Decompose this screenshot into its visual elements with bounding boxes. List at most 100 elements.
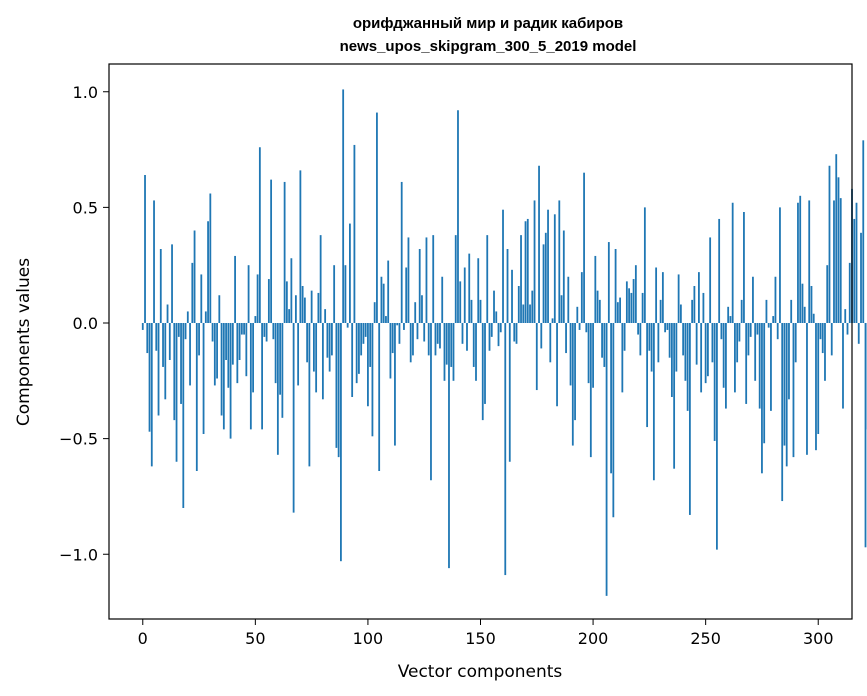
- bar: [207, 221, 209, 323]
- bar: [625, 281, 628, 324]
- bar: [452, 323, 455, 381]
- bar: [765, 299, 768, 324]
- bar: [454, 235, 457, 324]
- bar: [553, 214, 556, 323]
- y-tick-label: −0.5: [59, 430, 98, 449]
- bar: [407, 237, 410, 323]
- bar: [612, 323, 615, 518]
- bar: [157, 323, 160, 416]
- bar: [772, 316, 775, 323]
- bar: [394, 323, 396, 446]
- bar: [738, 323, 741, 342]
- bar: [583, 172, 585, 323]
- bar: [247, 265, 250, 323]
- bar: [414, 302, 417, 323]
- bar: [310, 290, 313, 324]
- bar: [481, 323, 484, 421]
- bar: [486, 235, 489, 324]
- bar: [547, 209, 549, 323]
- bar: [362, 323, 365, 344]
- bar: [409, 323, 412, 363]
- bar: [540, 323, 543, 349]
- bar: [380, 276, 383, 323]
- bar: [353, 144, 356, 323]
- bar: [146, 323, 149, 354]
- bar: [533, 200, 536, 323]
- bar: [418, 249, 421, 323]
- bar: [430, 323, 432, 481]
- bar: [844, 309, 847, 324]
- bar: [580, 272, 583, 324]
- bar: [369, 323, 372, 367]
- bar: [490, 323, 493, 337]
- bar: [716, 323, 718, 550]
- x-tick-label: 0: [138, 629, 148, 648]
- bar: [598, 299, 601, 324]
- bar: [288, 309, 291, 324]
- bar: [150, 323, 153, 467]
- bar: [734, 323, 736, 393]
- bar: [767, 323, 770, 328]
- bar: [718, 218, 721, 323]
- bar: [842, 323, 844, 409]
- bar: [396, 323, 399, 326]
- bar: [857, 323, 860, 344]
- bar: [794, 323, 797, 363]
- bar: [209, 193, 212, 323]
- bar: [504, 323, 507, 576]
- bar: [403, 323, 405, 330]
- bar: [164, 323, 167, 400]
- bar: [693, 286, 696, 323]
- bar: [499, 323, 502, 333]
- bar: [274, 323, 277, 384]
- bar: [184, 323, 187, 340]
- bar: [691, 299, 694, 324]
- bar: [774, 276, 777, 323]
- bar: [198, 323, 200, 356]
- bar: [578, 323, 581, 330]
- bar: [808, 200, 811, 323]
- bar: [830, 323, 833, 356]
- bar: [513, 323, 516, 342]
- bar: [371, 323, 374, 437]
- bar: [542, 244, 545, 323]
- bar: [828, 165, 831, 323]
- bar: [416, 323, 419, 340]
- bar: [700, 323, 703, 393]
- bar: [515, 323, 518, 344]
- bar: [258, 147, 261, 323]
- bar: [175, 323, 178, 462]
- bar: [267, 279, 270, 323]
- bar: [531, 290, 534, 324]
- bar: [283, 181, 286, 323]
- bar: [333, 265, 336, 323]
- bar: [432, 235, 435, 324]
- bar: [754, 323, 757, 381]
- bar: [189, 323, 191, 386]
- bar: [520, 235, 522, 324]
- bar: [193, 230, 196, 323]
- bar: [810, 286, 813, 323]
- bar: [436, 323, 439, 344]
- bar: [243, 323, 245, 335]
- bar: [790, 299, 793, 324]
- bar: [317, 292, 320, 323]
- bar: [382, 283, 385, 323]
- bar: [234, 255, 236, 323]
- bar: [788, 323, 790, 400]
- bar: [421, 295, 423, 323]
- bar: [299, 170, 302, 324]
- bar: [538, 165, 540, 323]
- bar: [517, 286, 520, 323]
- bar: [148, 323, 151, 432]
- bar: [360, 323, 363, 356]
- bar: [335, 323, 338, 448]
- bar: [249, 323, 252, 430]
- bar: [567, 276, 570, 323]
- y-tick-label: −1.0: [59, 545, 98, 564]
- bar: [752, 276, 754, 323]
- bar: [315, 323, 318, 393]
- bar: [610, 323, 612, 474]
- bar: [245, 323, 248, 377]
- bar: [168, 323, 171, 360]
